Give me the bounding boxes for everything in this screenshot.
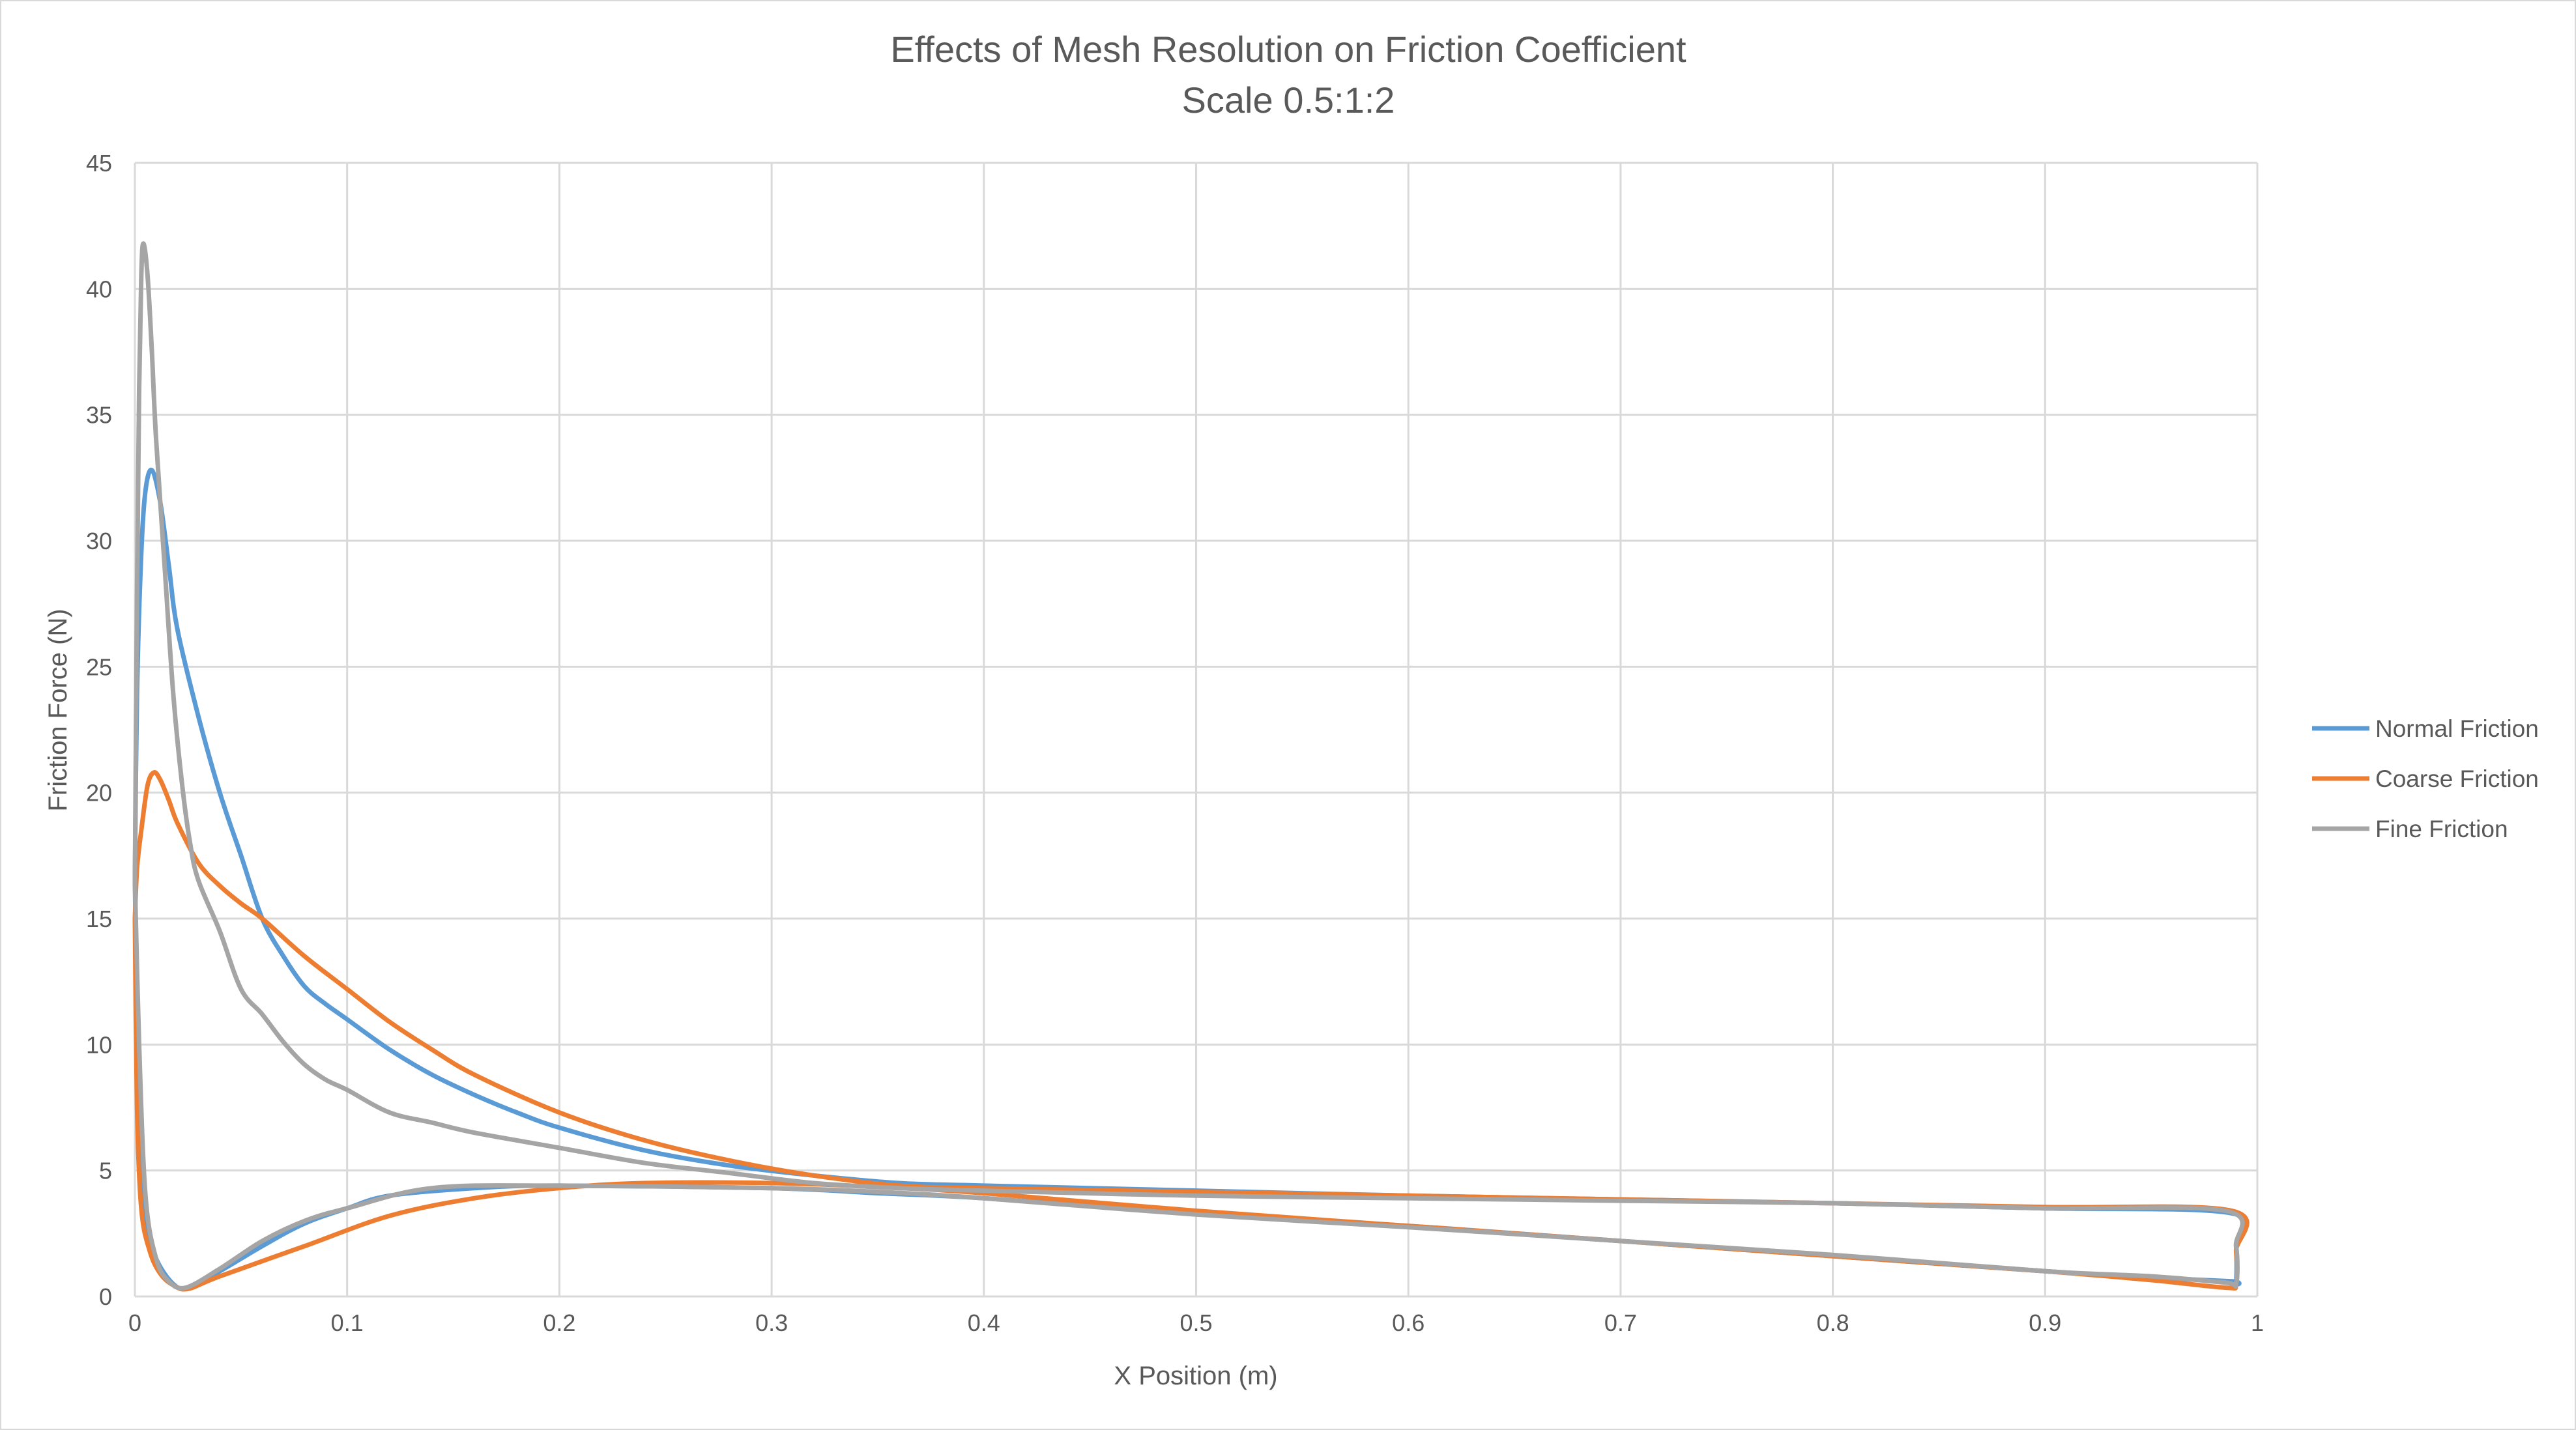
x-tick-label: 0 [128, 1309, 141, 1336]
x-tick-label: 0.9 [2029, 1309, 2061, 1336]
y-tick-label: 35 [86, 402, 112, 429]
x-tick-label: 0.2 [543, 1309, 575, 1336]
x-tick-label: 0.7 [1604, 1309, 1637, 1336]
chart-title: Effects of Mesh Resolution on Friction C… [890, 29, 1686, 70]
x-tick-label: 0.4 [968, 1309, 1000, 1336]
legend-label: Coarse Friction [2375, 765, 2539, 792]
x-axis-ticks: 0 0.1 0.2 0.3 0.4 0.5 0.6 0.7 0.8 0.9 1 [128, 1309, 2264, 1336]
y-tick-label: 25 [86, 653, 112, 680]
series-line-coarse-friction [132, 770, 2250, 1292]
x-tick-label: 0.3 [755, 1309, 788, 1336]
x-tick-label: 0.6 [1392, 1309, 1425, 1336]
y-tick-label: 30 [86, 528, 112, 554]
x-tick-label: 1 [2251, 1309, 2264, 1336]
y-axis-ticks: 0 5 10 15 20 25 30 35 40 45 [86, 150, 112, 1310]
x-axis-title: X Position (m) [1114, 1362, 1277, 1390]
y-tick-label: 40 [86, 276, 112, 302]
y-tick-label: 45 [86, 150, 112, 177]
legend-label: Fine Friction [2375, 816, 2508, 842]
y-tick-label: 15 [86, 906, 112, 932]
x-tick-label: 0.8 [1817, 1309, 1849, 1336]
x-tick-label: 0.5 [1179, 1309, 1212, 1336]
y-tick-label: 10 [86, 1031, 112, 1058]
y-tick-label: 0 [99, 1283, 112, 1310]
y-tick-label: 5 [99, 1158, 112, 1184]
series-line-normal-friction [132, 467, 2250, 1291]
legend: Normal Friction Coarse Friction Fine Frict… [2312, 715, 2539, 842]
y-axis-title: Friction Force (N) [44, 608, 72, 811]
y-tick-label: 20 [86, 780, 112, 807]
x-tick-label: 0.1 [331, 1309, 364, 1336]
legend-label: Normal Friction [2375, 715, 2539, 742]
plot-series [132, 241, 2250, 1292]
series-line-fine-friction [132, 241, 2245, 1291]
chart-subtitle: Scale 0.5:1:2 [1182, 79, 1395, 121]
